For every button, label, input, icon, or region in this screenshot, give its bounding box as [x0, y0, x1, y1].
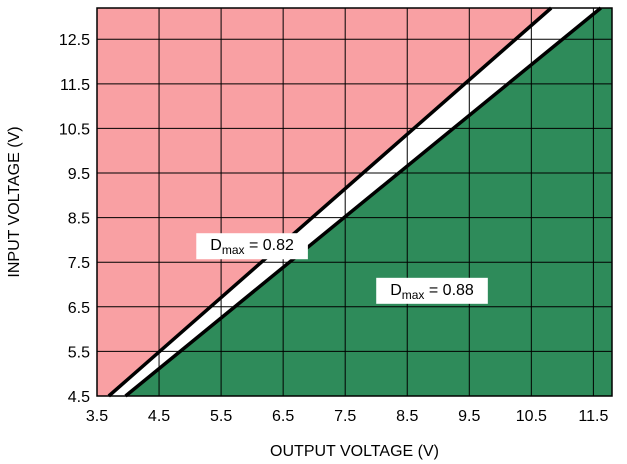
plot-border: [96, 7, 613, 397]
y-tick-label: 6.5: [68, 300, 90, 317]
chart-grid: [96, 8, 612, 397]
annotation-subscript: max: [402, 288, 425, 302]
x-axis-ticks: 3.5 4.5 5.5 6.5 7.5 8.5 9.5 10.5 11.5: [86, 408, 609, 425]
x-tick-label: 9.5: [458, 408, 480, 425]
annotation-box: [376, 277, 488, 304]
y-tick-label: 8.5: [68, 211, 90, 228]
x-tick-label: 5.5: [210, 408, 232, 425]
x-tick-label: 4.5: [148, 408, 170, 425]
y-tick-label: 4.5: [68, 389, 90, 406]
x-tick-label: 11.5: [578, 408, 608, 425]
y-tick-label: 12.5: [59, 32, 90, 49]
series-line-2: [124, 6, 602, 398]
annotation-text: Dmax = 0.82: [210, 237, 294, 257]
chart-series-lines: [107, 6, 602, 398]
chart-regions: [97, 8, 612, 396]
annotation-main: D: [210, 237, 222, 254]
x-tick-label: 8.5: [396, 408, 418, 425]
annotation-text: Dmax = 0.88: [390, 282, 474, 302]
annotation-subscript: max: [222, 243, 245, 257]
series-line-1: [107, 6, 553, 398]
x-tick-label: 10.5: [516, 408, 547, 425]
y-tick-label: 7.5: [68, 255, 90, 272]
annotation-label-2: Dmax = 0.88: [376, 277, 488, 304]
lower-green-region: [125, 8, 612, 396]
x-tick-label: 3.5: [86, 408, 108, 425]
annotation-label-1: Dmax = 0.82: [196, 233, 308, 260]
annotation-rest: = 0.88: [424, 282, 473, 299]
y-tick-label: 11.5: [60, 77, 90, 94]
y-tick-label: 5.5: [68, 344, 90, 361]
annotation-box: [196, 233, 308, 260]
y-axis-title: INPUT VOLTAGE (V): [6, 126, 23, 277]
x-axis-title: OUTPUT VOLTAGE (V): [270, 443, 439, 460]
x-tick-label: 7.5: [334, 408, 356, 425]
y-tick-label: 10.5: [59, 121, 90, 138]
upper-pink-region: [97, 8, 552, 396]
annotation-rest: = 0.82: [245, 237, 294, 254]
annotation-main: D: [390, 282, 402, 299]
plot-frame: [96, 7, 613, 397]
y-axis-ticks: 4.5 5.5 6.5 7.5 8.5 9.5 10.5 11.5 12.5: [59, 32, 90, 406]
y-tick-label: 9.5: [68, 166, 90, 183]
x-tick-label: 6.5: [272, 408, 294, 425]
